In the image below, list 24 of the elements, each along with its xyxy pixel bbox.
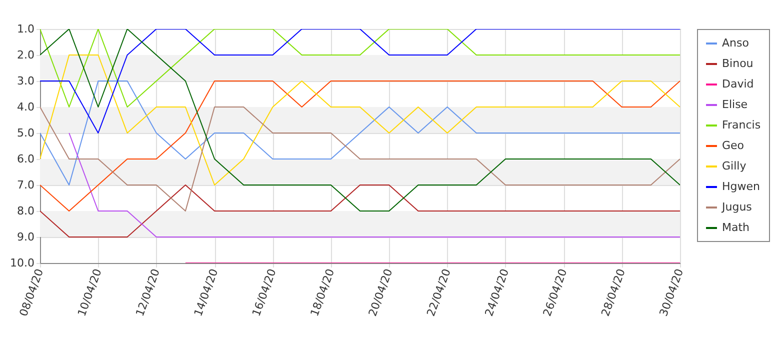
legend-label: Binou (722, 57, 754, 70)
legend-label: Francis (722, 118, 761, 132)
legend-label: Math (722, 221, 750, 234)
legend-label: Gilly (722, 160, 747, 172)
y-tick-label: 6.0 (17, 152, 34, 166)
y-tick-label: 9.0 (17, 230, 34, 244)
y-tick-label: 8.0 (17, 204, 34, 218)
line-series (40, 106, 680, 212)
line-series (40, 54, 680, 186)
legend-label: Anso (722, 36, 750, 50)
legend-label: Hgwen (722, 180, 760, 193)
legend-label: Jugus (721, 200, 752, 214)
y-tick-label: 10.0 (10, 256, 34, 270)
y-tick-label: 7.0 (17, 178, 34, 192)
legend-label: Geo (722, 139, 744, 152)
line-series (40, 80, 680, 186)
y-tick-label: 1.0 (17, 22, 34, 36)
y-tick-label: 4.0 (17, 100, 34, 114)
y-tick-label: 2.0 (17, 48, 34, 62)
y-tick-label: 3.0 (17, 74, 34, 88)
legend-label: Elise (722, 98, 748, 111)
legend-label: David (722, 78, 754, 90)
y-tick-label: 5.0 (17, 126, 34, 140)
line-series (40, 80, 680, 212)
